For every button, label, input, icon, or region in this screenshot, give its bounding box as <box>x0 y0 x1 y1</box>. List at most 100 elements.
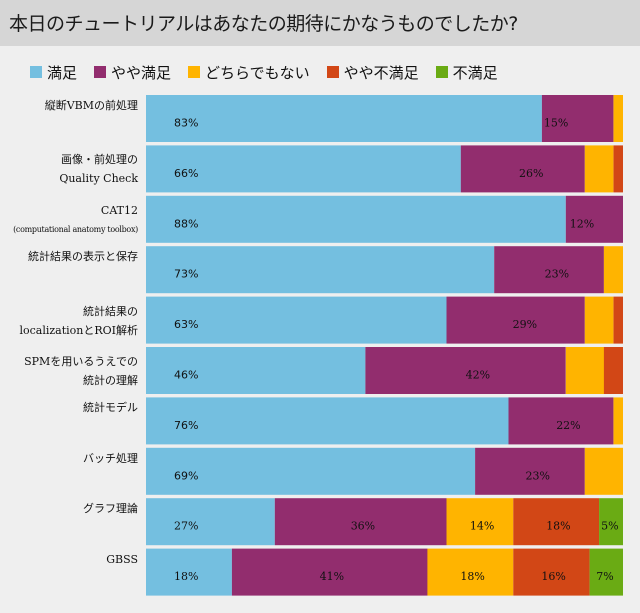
bar-segment <box>613 296 623 344</box>
category-label-line2: (computational anatomy toolbox) <box>13 224 138 234</box>
bar-segment <box>584 145 614 193</box>
legend-swatch <box>188 66 201 78</box>
data-label: 66% <box>174 167 198 180</box>
bar-segment <box>584 296 614 344</box>
bar-segment <box>146 145 461 193</box>
data-label: 88% <box>174 217 198 230</box>
bar-segment <box>146 548 232 596</box>
category-label: 画像・前処理の Quality Check <box>0 150 138 188</box>
bar-segment <box>603 347 623 394</box>
bar-segment <box>427 548 514 596</box>
bar-segment <box>613 397 623 445</box>
data-label: 5% <box>601 520 618 533</box>
legend-label: やや満足 <box>111 63 172 82</box>
bar-segment <box>146 246 495 294</box>
data-label: 18% <box>460 570 484 583</box>
category-label-line2: localizationとROI解析 <box>19 323 138 337</box>
bar-segment <box>446 498 514 546</box>
bar-segment <box>274 498 447 546</box>
bar-segment <box>613 145 623 193</box>
legend-swatch <box>326 66 339 78</box>
bar-segment <box>146 498 275 546</box>
legend: 満足 やや満足 どちらでもない やや不満足 不満足 <box>30 62 515 82</box>
legend-item: 満足 <box>30 62 77 83</box>
bar-segment <box>565 347 604 394</box>
data-label: 14% <box>470 520 494 533</box>
bar-segment <box>146 347 366 394</box>
bar-segment <box>460 145 585 193</box>
data-label: 18% <box>174 570 198 583</box>
data-label: 29% <box>513 318 537 331</box>
category-label-line1: GBSS <box>106 552 138 566</box>
bar-segment <box>494 246 604 294</box>
data-label: 36% <box>351 520 375 533</box>
data-label: 23% <box>526 469 550 482</box>
legend-label: 不満足 <box>452 63 498 82</box>
data-label: 16% <box>541 570 565 583</box>
bar-segment <box>146 296 447 344</box>
data-label: 12% <box>570 217 594 230</box>
category-label: バッチ処理 <box>0 449 138 468</box>
bar-segment <box>613 95 623 142</box>
data-label: 18% <box>546 520 570 533</box>
category-label: 統計モデル <box>0 398 138 417</box>
category-label: CAT12 (computational anatomy toolbox) <box>0 201 138 239</box>
category-label-line1: 縦断VBMの前処理 <box>44 99 138 112</box>
bar-segment <box>513 498 600 546</box>
data-label: 22% <box>556 419 580 432</box>
category-label: グラフ理論 <box>0 499 138 518</box>
legend-swatch <box>435 66 448 78</box>
chart-title: 本日のチュートリアルはあなたの期待にかなうものでしたか? <box>9 13 518 35</box>
legend-swatch <box>30 66 42 78</box>
category-label-line1: バッチ処理 <box>83 451 138 465</box>
bar-segment <box>541 95 614 142</box>
data-label: 69% <box>174 469 198 482</box>
legend-label: 満足 <box>47 63 78 82</box>
bar-segment <box>584 447 623 495</box>
bar-segment <box>231 548 428 596</box>
data-label: 42% <box>466 369 490 382</box>
data-label: 46% <box>174 369 198 382</box>
bar-segment <box>146 195 566 243</box>
category-label-line1: CAT12 <box>100 203 138 217</box>
bar-segment <box>508 397 614 445</box>
bar-segment <box>513 548 590 596</box>
category-label: 縦断VBMの前処理 <box>0 96 138 115</box>
data-label: 41% <box>320 570 344 583</box>
bar-segment <box>475 447 585 495</box>
bar-segment <box>146 397 509 445</box>
category-label: SPMを用いるうえでの統計の理解 <box>0 352 138 390</box>
legend-swatch <box>94 66 107 78</box>
legend-item: やや不満足 <box>326 62 419 83</box>
data-label: 7% <box>596 570 613 583</box>
category-label: 統計結果の localizationとROI解析 <box>0 302 138 340</box>
category-label-line2: 統計の理解 <box>83 374 138 387</box>
bar-segment <box>146 95 542 142</box>
data-label: 73% <box>174 268 198 281</box>
bar-segment <box>146 447 476 495</box>
bar-segment <box>599 498 623 546</box>
legend-item: どちらでもない <box>188 62 310 83</box>
category-label: GBSS <box>0 550 138 569</box>
category-label-line2: Quality Check <box>59 172 138 186</box>
data-label: 26% <box>519 167 543 180</box>
category-label-line1: SPMを用いるうえでの <box>24 355 138 368</box>
legend-label: どちらでもない <box>205 63 310 82</box>
bar-segment <box>446 296 585 344</box>
category-label-line1: グラフ理論 <box>83 502 138 516</box>
legend-item: やや満足 <box>94 62 171 83</box>
category-label-line1: 統計結果の表示と保存 <box>28 250 138 264</box>
bar-segment <box>589 548 623 596</box>
category-label: 統計結果の表示と保存 <box>0 247 138 266</box>
bar-segment <box>565 195 623 243</box>
category-label-line1: 画像・前処理の <box>61 153 138 167</box>
bar-segment <box>365 347 566 394</box>
title-bar: 本日のチュートリアルはあなたの期待にかなうものでしたか? <box>0 0 640 46</box>
data-label: 15% <box>544 117 568 130</box>
bar-segment <box>603 246 623 294</box>
legend-item: 不満足 <box>435 62 498 83</box>
data-label: 63% <box>174 318 198 331</box>
category-label-line1: 統計モデル <box>83 401 138 415</box>
category-label-line1: 統計結果の <box>83 304 138 318</box>
